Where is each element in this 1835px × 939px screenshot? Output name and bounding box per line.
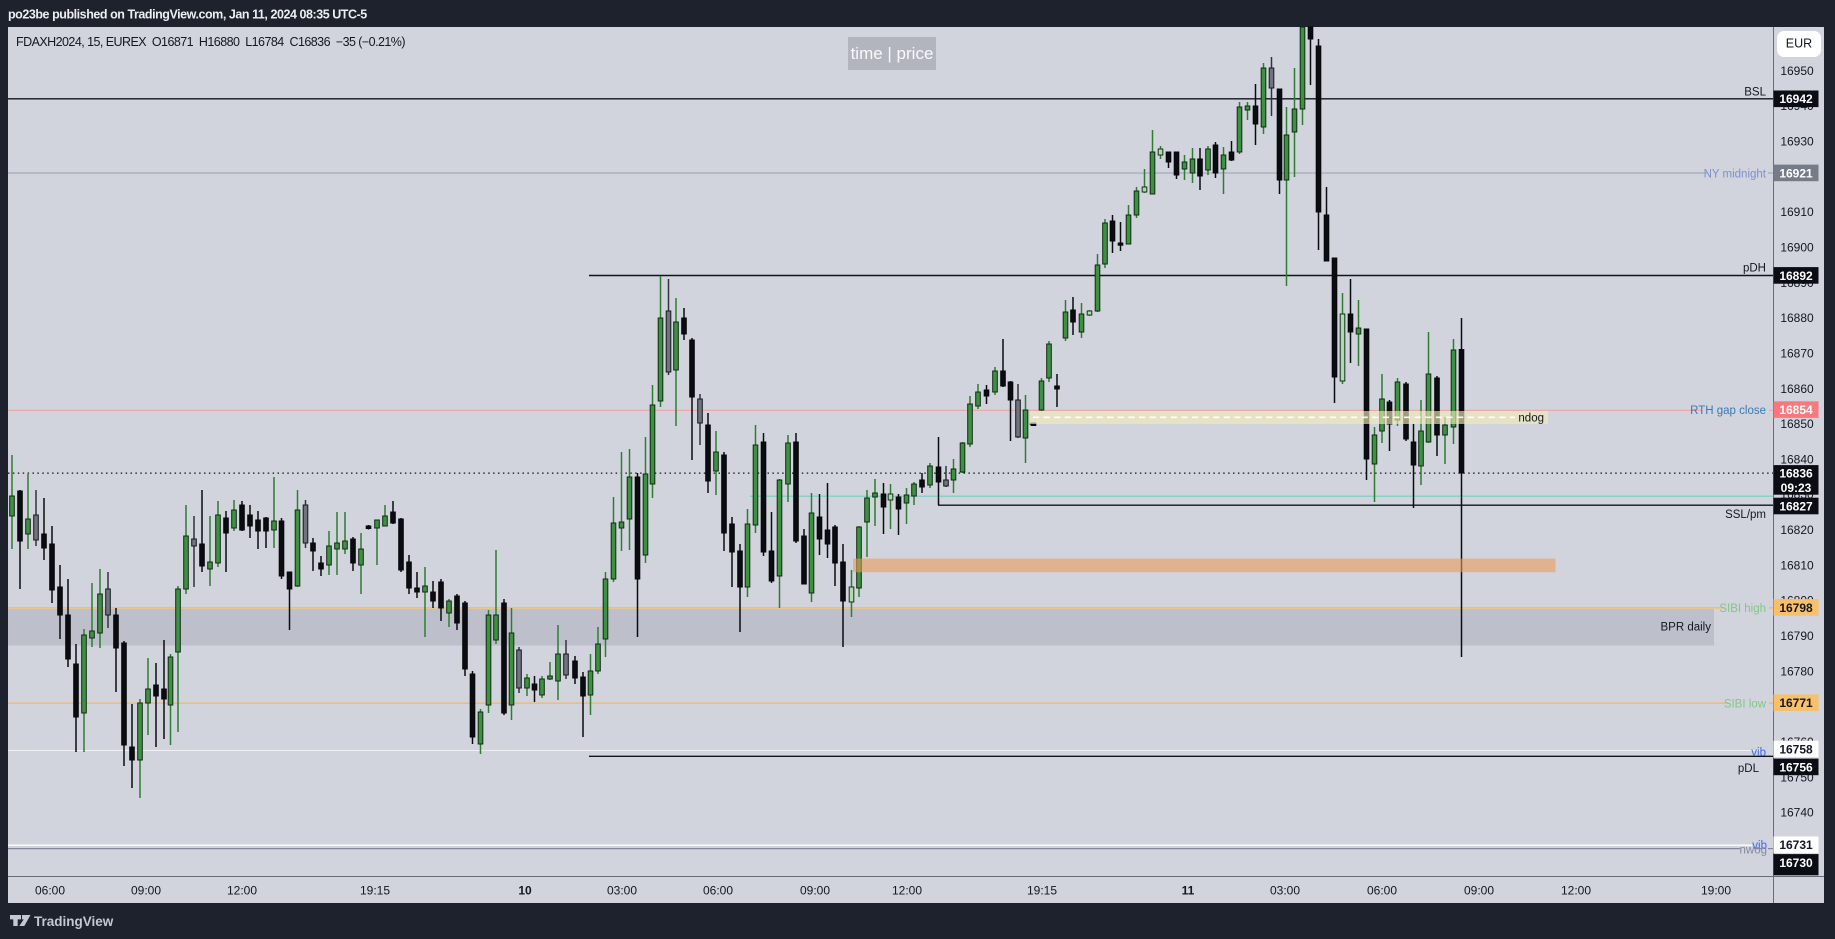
svg-text:16820: 16820 [1780, 523, 1814, 537]
svg-text:06:00: 06:00 [35, 884, 65, 898]
svg-text:16810: 16810 [1780, 558, 1814, 572]
svg-text:09:00: 09:00 [1464, 884, 1494, 898]
svg-text:16731: 16731 [1779, 838, 1813, 852]
svg-text:ndog: ndog [1518, 413, 1544, 425]
svg-text:09:23: 09:23 [1781, 481, 1812, 495]
svg-text:03:00: 03:00 [1270, 884, 1300, 898]
svg-text:03:00: 03:00 [607, 884, 637, 898]
svg-text:16798: 16798 [1779, 601, 1813, 615]
svg-text:SSL/pm: SSL/pm [1725, 509, 1766, 521]
svg-text:09:00: 09:00 [800, 884, 830, 898]
svg-text:11: 11 [1182, 884, 1195, 898]
svg-text:10: 10 [518, 884, 532, 898]
svg-text:SIBI low: SIBI low [1724, 699, 1767, 711]
svg-text:16870: 16870 [1780, 346, 1814, 360]
svg-text:po23be published on TradingVie: po23be published on TradingView.com, Jan… [8, 8, 367, 22]
svg-text:16836: 16836 [1779, 467, 1813, 481]
svg-text:16780: 16780 [1780, 664, 1814, 678]
svg-text:16950: 16950 [1780, 64, 1814, 78]
svg-text:NY midnight: NY midnight [1704, 168, 1767, 180]
svg-text:pDL: pDL [1738, 763, 1760, 775]
svg-text:16850: 16850 [1780, 417, 1814, 431]
svg-text:vib: vib [1752, 840, 1767, 852]
svg-text:TradingView: TradingView [34, 914, 114, 929]
svg-text:16860: 16860 [1780, 382, 1814, 396]
svg-text:pDH: pDH [1743, 262, 1766, 274]
svg-text:EUR: EUR [1786, 37, 1812, 51]
svg-text:16730: 16730 [1779, 856, 1813, 870]
svg-text:16880: 16880 [1780, 311, 1814, 325]
svg-text:06:00: 06:00 [703, 884, 733, 898]
svg-text:nwog: nwog [1740, 844, 1768, 856]
svg-text:vib: vib [1751, 747, 1766, 759]
svg-text:12:00: 12:00 [227, 884, 257, 898]
svg-text:16758: 16758 [1779, 742, 1813, 756]
svg-text:16900: 16900 [1780, 241, 1814, 255]
svg-text:BPR daily: BPR daily [1661, 622, 1712, 634]
svg-text:16771: 16771 [1779, 696, 1813, 710]
svg-text:12:00: 12:00 [892, 884, 922, 898]
svg-text:16790: 16790 [1780, 629, 1814, 643]
svg-text:16840: 16840 [1780, 452, 1814, 466]
svg-text:19:15: 19:15 [360, 884, 390, 898]
svg-text:RTH gap close: RTH gap close [1690, 405, 1766, 417]
svg-text:09:00: 09:00 [131, 884, 161, 898]
svg-text:BSL: BSL [1744, 86, 1766, 98]
svg-text:16827: 16827 [1779, 499, 1813, 513]
svg-text:SIBI high: SIBI high [1719, 603, 1766, 615]
svg-text:16892: 16892 [1779, 269, 1813, 283]
svg-text:16756: 16756 [1779, 760, 1813, 774]
svg-text:06:00: 06:00 [1367, 884, 1397, 898]
svg-text:16930: 16930 [1780, 135, 1814, 149]
svg-text:16921: 16921 [1779, 166, 1813, 180]
svg-text:time | price: time | price [851, 44, 934, 63]
svg-text:16942: 16942 [1779, 92, 1813, 106]
svg-text:19:15: 19:15 [1027, 884, 1057, 898]
svg-text:12:00: 12:00 [1561, 884, 1591, 898]
svg-text:16854: 16854 [1779, 403, 1813, 417]
svg-text:19:00: 19:00 [1701, 884, 1731, 898]
svg-text:16910: 16910 [1780, 205, 1814, 219]
svg-text:FDAXH2024, 15, EUREX O16871: FDAXH2024, 15, EUREX O16871 H16880 L1678… [16, 35, 405, 49]
svg-text:16740: 16740 [1780, 806, 1814, 820]
